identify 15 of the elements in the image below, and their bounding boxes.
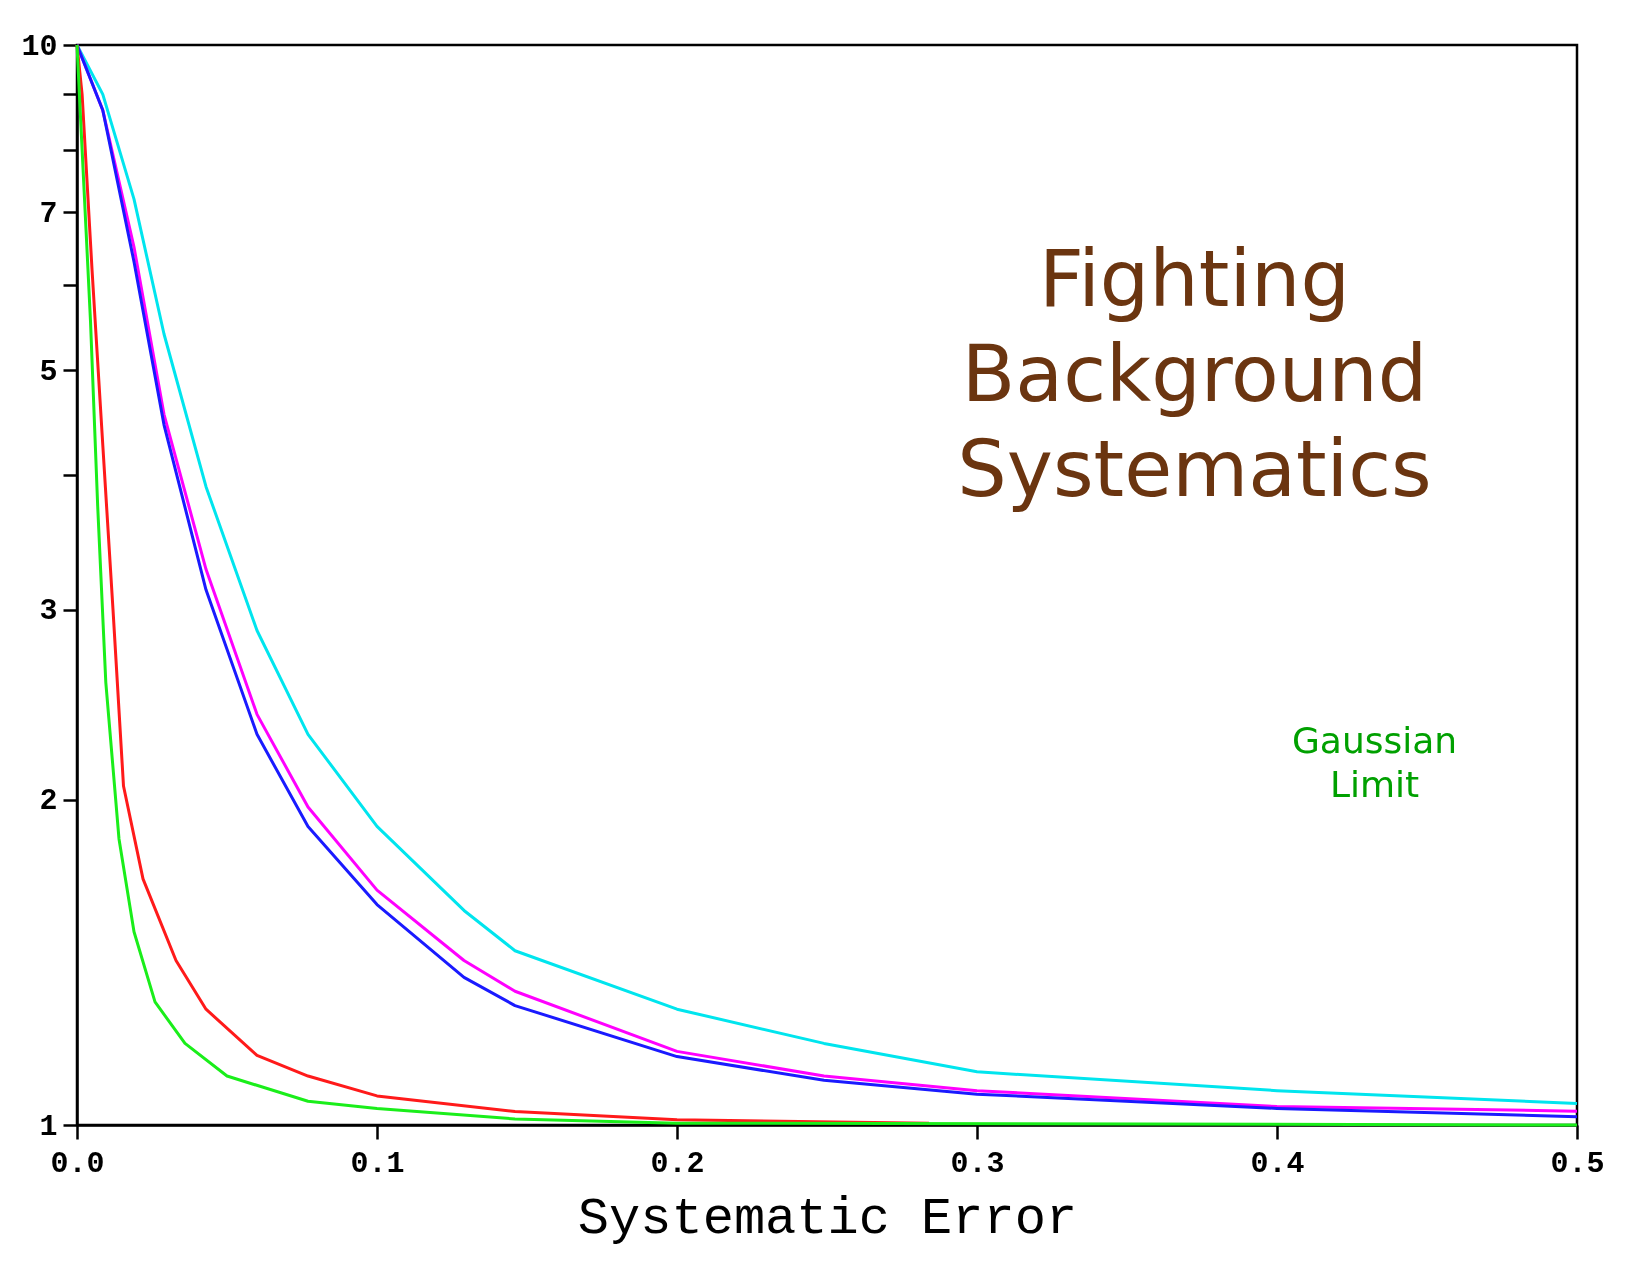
x-tick-label: 0.4 xyxy=(1250,1146,1305,1181)
y-tick-label: 2 xyxy=(39,784,58,819)
x-tick-label: 0.5 xyxy=(1550,1146,1605,1181)
y-tick-label: 7 xyxy=(39,196,58,231)
y-tick-label: 3 xyxy=(39,594,58,629)
annotation: Gaussian Limit xyxy=(1291,719,1458,805)
x-tick-label: 0.3 xyxy=(950,1146,1005,1181)
y-tick-label: 5 xyxy=(39,354,58,389)
annotation: Fighting Background Systematics xyxy=(957,233,1432,514)
y-tick-label: 1 xyxy=(39,1109,58,1144)
y-tick-label: 10 xyxy=(21,29,58,64)
x-tick-label: 0.0 xyxy=(50,1146,105,1181)
x-tick-label: 0.2 xyxy=(650,1146,705,1181)
x-tick-label: 0.1 xyxy=(350,1146,405,1181)
x-axis-title: Systematic Error xyxy=(577,1189,1078,1249)
